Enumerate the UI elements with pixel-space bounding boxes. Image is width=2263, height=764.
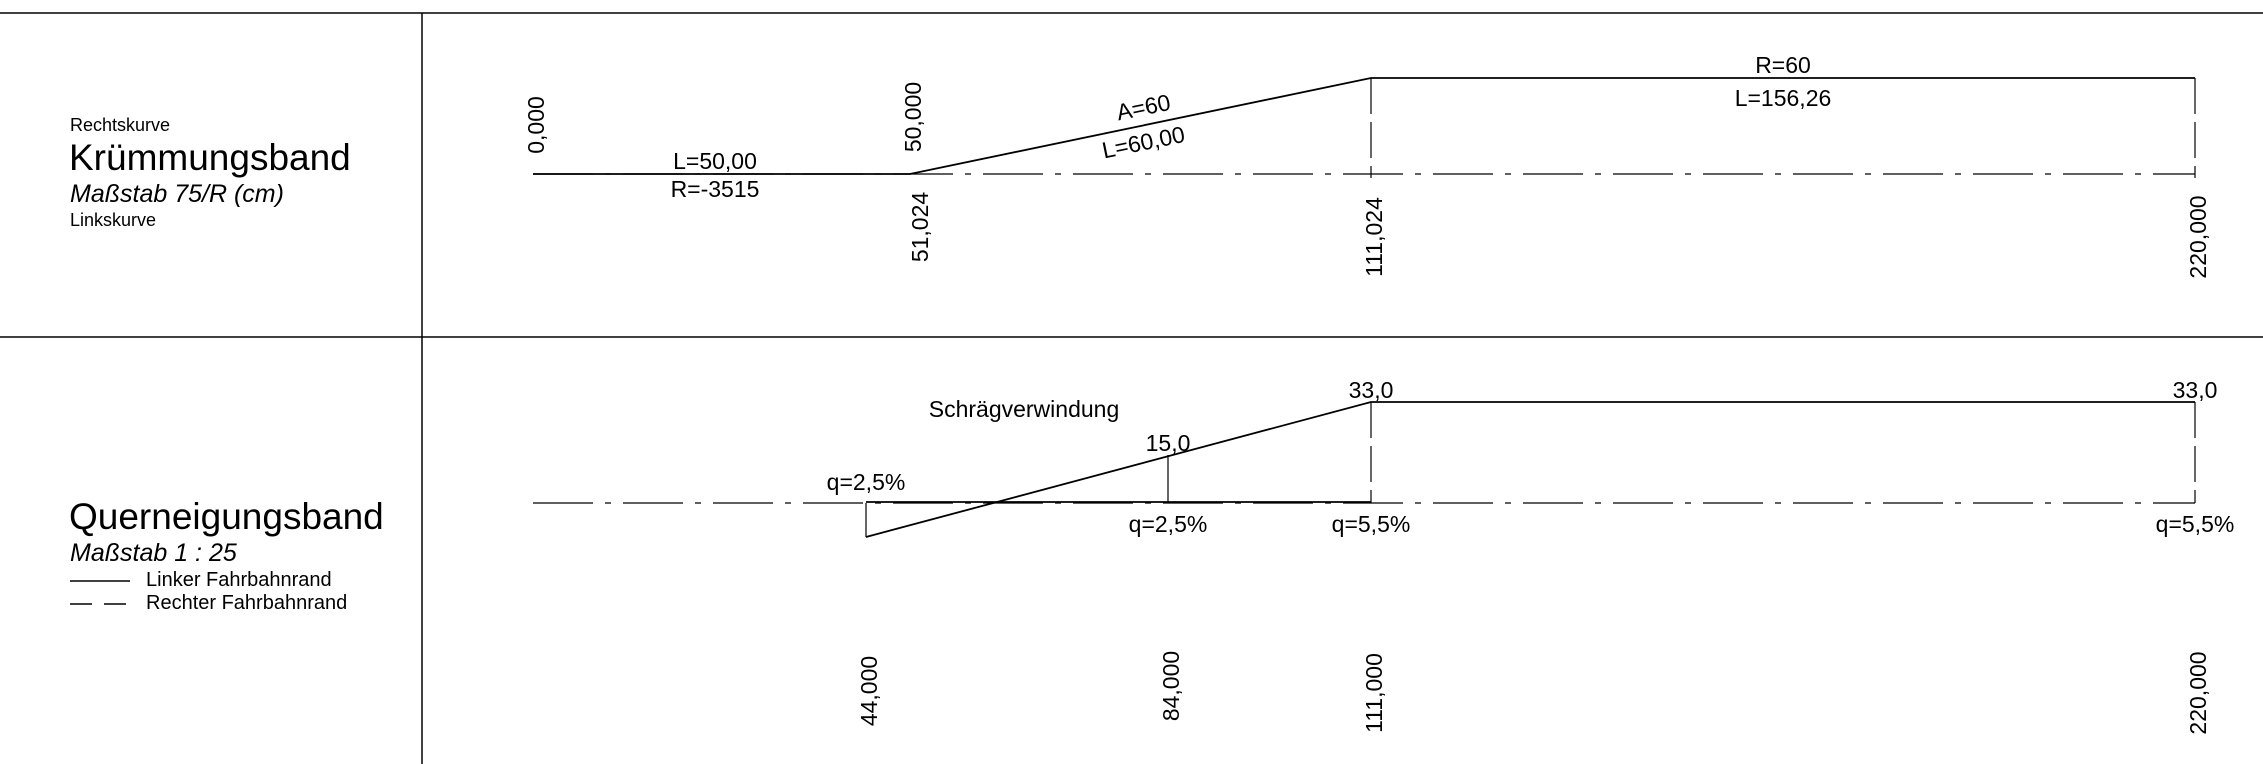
value-33-label-a: 33,0: [1349, 377, 1394, 403]
station-111-label: 111,024: [1361, 197, 1387, 277]
straight-radius-label: R=-3515: [671, 176, 760, 202]
arc-length-label: L=156,26: [1735, 85, 1832, 111]
straight-length-label: L=50,00: [673, 148, 757, 174]
left-curve-note: Linkskurve: [70, 210, 157, 230]
crossfall-station-44-label: 44,000: [856, 656, 882, 726]
station-0-label: 0,000: [523, 96, 549, 154]
crossfall-station-111-label: 111,000: [1361, 653, 1387, 733]
curvature-band: L=50,00 R=-3515 A=60 L=60,00 R=60 L=156,…: [523, 52, 2211, 279]
clothoid-param-label: A=60: [1114, 89, 1173, 125]
value-33-label-b: 33,0: [2173, 377, 2218, 403]
crossfall-station-84-label: 84,000: [1158, 651, 1184, 721]
slope-mid-label: q=2,5%: [1129, 511, 1208, 537]
station-220-label: 220,000: [2185, 195, 2211, 278]
curvature-line: [533, 77, 2195, 175]
curvature-band-title: Krümmungsband: [69, 137, 351, 178]
value-15-label: 15,0: [1146, 430, 1191, 456]
transition-label: Schrägverwindung: [929, 396, 1120, 422]
arc-radius-label: R=60: [1755, 52, 1811, 78]
crossfall-scale-label: Maßstab 1 : 25: [70, 539, 237, 567]
slope-end-label-1: q=5,5%: [1332, 511, 1411, 537]
left-edge-line: [865, 401, 2195, 538]
slope-end-label-2: q=5,5%: [2156, 511, 2235, 537]
crossfall-band-title: Querneigungsband: [69, 496, 384, 537]
station-51-label: 51,024: [907, 192, 933, 263]
legend-right-edge-label: Rechter Fahrbahnrand: [146, 592, 348, 614]
crossfall-band: Schrägverwindung 15,0 33,0 33,0 q=2,5% q…: [533, 377, 2234, 735]
right-curve-note: Rechtskurve: [70, 115, 171, 135]
clothoid-length-label: L=60,00: [1100, 121, 1187, 163]
frame: [0, 12, 2263, 764]
slope-start-label: q=2,5%: [827, 469, 906, 495]
legend-left-edge-label: Linker Fahrbahnrand: [146, 569, 332, 591]
station-50-label: 50,000: [900, 82, 926, 152]
curvature-scale-label: Maßstab 75/R (cm): [70, 180, 284, 208]
crossfall-station-220-label: 220,000: [2185, 651, 2211, 734]
